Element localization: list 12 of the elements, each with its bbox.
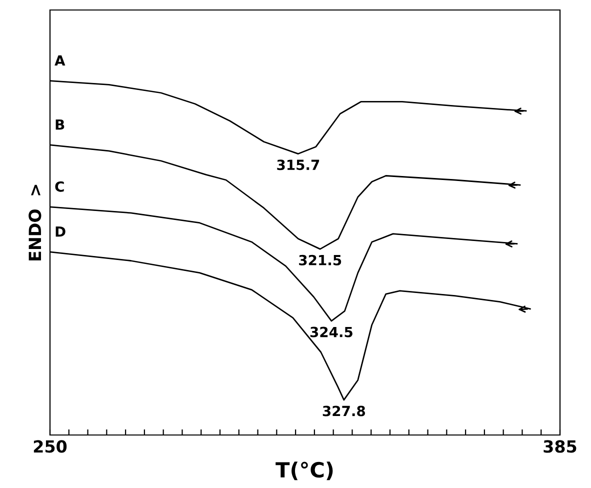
- series-label: A: [54, 55, 66, 66]
- annotation: 321.5: [299, 254, 342, 266]
- annotation: 324.5: [310, 326, 352, 338]
- annotation: 315.7: [277, 160, 320, 170]
- series-label: D: [56, 226, 66, 237]
- y-axis-title: ENDO >: [28, 184, 42, 260]
- series-label: B: [56, 120, 64, 130]
- annotation: 327.8: [322, 406, 366, 416]
- x-tick-label: 385: [544, 440, 576, 453]
- x-axis-title: T(°C): [276, 462, 333, 480]
- x-tick-label: 250: [34, 440, 67, 453]
- series-label: C: [55, 181, 64, 192]
